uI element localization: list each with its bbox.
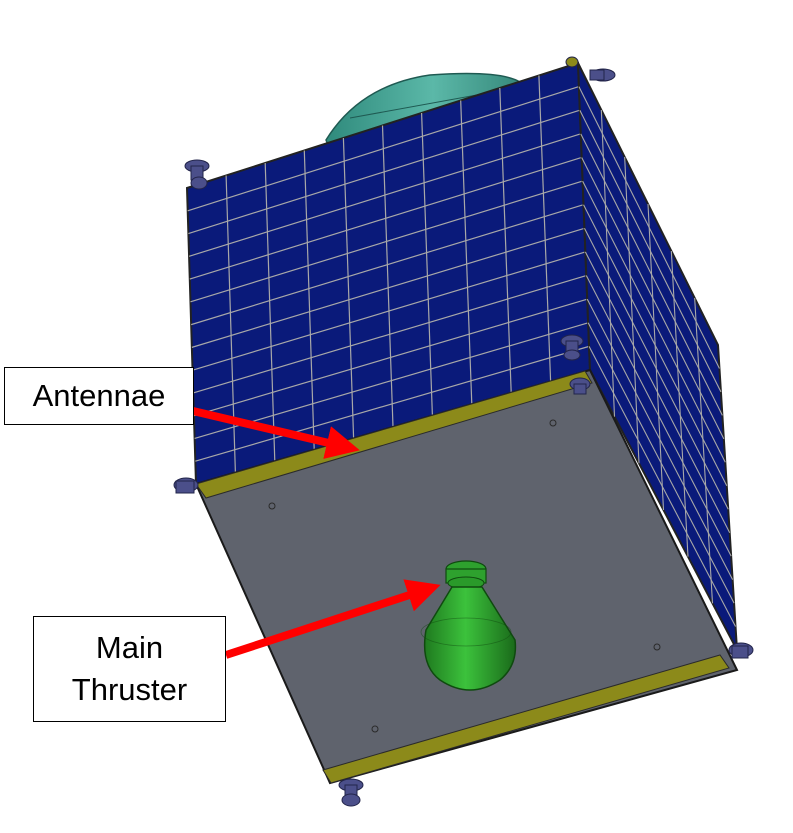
main-thruster-nozzle xyxy=(420,560,517,691)
solar-cell-gridline xyxy=(585,275,732,557)
solar-cell-gridline xyxy=(381,125,394,428)
solar-cell-gridline xyxy=(264,162,276,462)
solar-cell-gridline xyxy=(189,156,582,280)
solar-cell-gridline xyxy=(499,87,512,393)
solar-cell-gridline xyxy=(193,274,587,394)
solar-cell-gridline xyxy=(583,204,728,487)
antennae-arrow xyxy=(192,407,360,459)
solar-cell-gridline xyxy=(584,251,731,533)
solar-cell-gridline xyxy=(588,346,737,627)
front-solar-panel xyxy=(185,61,592,486)
solar-cell-gridline xyxy=(191,227,585,348)
antenna-strip-bottom xyxy=(322,654,730,784)
solar-cell-gridline xyxy=(578,86,720,369)
attitude-thruster-bottom xyxy=(338,778,364,807)
attitude-thruster-left xyxy=(173,477,199,494)
solar-cell-gridline xyxy=(188,109,581,235)
solar-cell-gridline xyxy=(582,180,726,463)
solar-cell-gridline xyxy=(194,322,589,440)
solar-cell-gridline xyxy=(190,180,583,303)
attitude-thruster-bottom-right xyxy=(728,642,754,659)
solar-cell-gridline xyxy=(670,250,689,557)
solar-cell-gridline xyxy=(538,75,552,382)
main-thruster-label-line2: Thruster xyxy=(71,672,188,707)
solar-cell-gridline xyxy=(187,86,580,212)
solar-cell-gridline xyxy=(647,203,665,511)
solar-cell-gridline xyxy=(460,100,473,405)
solar-cell-gridline xyxy=(193,298,588,417)
solar-cell-gridline xyxy=(303,150,315,450)
solar-cell-gridline xyxy=(192,251,586,371)
solar-cell-gridline xyxy=(580,133,723,416)
solar-cell-gridline xyxy=(624,156,640,464)
main-thruster-arrow xyxy=(224,579,441,659)
solar-cell-gridline xyxy=(583,228,729,510)
solar-cell-gridline xyxy=(581,157,725,440)
antennae-label-box: Antennae xyxy=(4,367,194,425)
main-thruster-label-line1: Main xyxy=(95,630,164,666)
attitude-thrusters xyxy=(173,56,754,807)
solar-cell-gridline xyxy=(587,322,735,604)
attitude-thruster-top-right xyxy=(565,56,616,82)
attitude-thruster-mid-right xyxy=(560,334,591,395)
solar-cell-gridline xyxy=(421,112,433,416)
solar-cell-gridline xyxy=(600,109,616,417)
solar-cell-gridline xyxy=(694,297,714,604)
solar-cell-gridline xyxy=(342,137,355,439)
side-solar-panel xyxy=(577,62,738,651)
solar-cell-gridline xyxy=(586,298,734,580)
solar-cell-gridline xyxy=(195,345,590,462)
main-thruster-label-box: Main Thruster xyxy=(33,616,226,722)
antenna-strip-top xyxy=(195,370,593,499)
solar-cell-gridline xyxy=(188,133,581,257)
attitude-thruster-top-left xyxy=(184,159,210,190)
antennae-label: Antennae xyxy=(32,378,166,414)
solar-cell-gridline xyxy=(579,109,722,393)
solar-cell-gridline xyxy=(190,204,584,326)
